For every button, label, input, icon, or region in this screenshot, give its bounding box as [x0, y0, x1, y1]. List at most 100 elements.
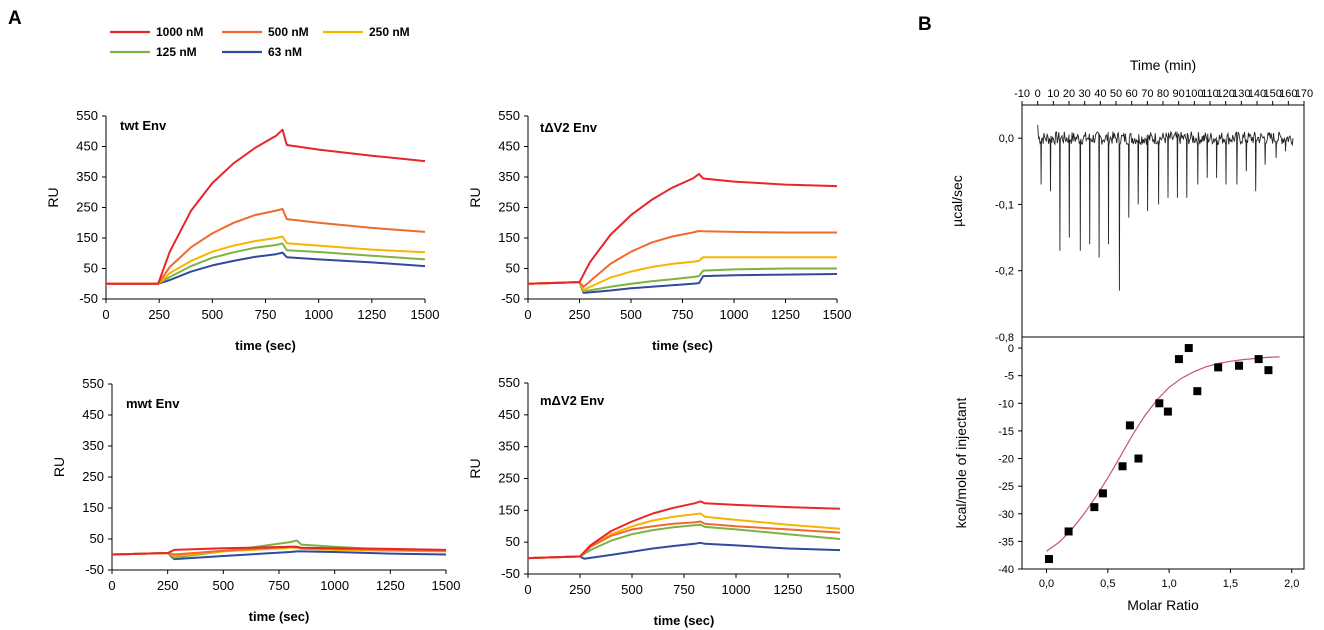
series-line-1000-nm [111, 545, 447, 556]
y-tick-label: 150 [82, 500, 104, 515]
y-tick-label: -0,1 [995, 199, 1014, 211]
plot-title: tΔV2 Env [540, 120, 598, 135]
y-tick-label: 450 [498, 407, 520, 422]
y-tick-label: 350 [76, 169, 98, 184]
x-tick-label: 90 [1173, 88, 1185, 100]
x-tick-label: 750 [672, 307, 694, 322]
plot-twt-env: -50 50 150 250 350 450 550 0 250 500 750 1000 1250 15… [45, 108, 439, 353]
data-point [1174, 355, 1183, 364]
data-point [1134, 454, 1143, 463]
data-point [1118, 462, 1127, 471]
legend-label: 250 nM [369, 25, 410, 39]
x-tick-label: 0,0 [1039, 578, 1054, 590]
legend-label: 500 nM [268, 25, 309, 39]
y-tick-label: -10 [998, 398, 1014, 410]
x-tick-label: 0,5 [1100, 578, 1115, 590]
x-tick-label: 140 [1248, 88, 1266, 100]
x-tick-label: 500 [212, 578, 234, 593]
itc-fit-frame [1021, 336, 1305, 570]
x-tick-label: 0 [524, 582, 531, 597]
x-tick-label: 250 [157, 578, 179, 593]
y-tick-label: 450 [76, 139, 98, 154]
x-tick-label: 150 [1263, 88, 1281, 100]
data-point [1090, 503, 1099, 512]
plot-mwt-env: -50 50 150 250 350 450 550 0 250 500 750 1000 1250 15… [51, 376, 460, 624]
x-tick-label: 0 [108, 578, 115, 593]
plot-title: mwt Env [126, 396, 180, 411]
x-tick-label: 110 [1201, 88, 1219, 100]
data-point [1044, 555, 1053, 564]
y-tick-label: 450 [82, 407, 104, 422]
x-tick-label: 2,0 [1284, 578, 1299, 590]
x-axis-title: time (sec) [652, 338, 713, 353]
x-axis-title: time (sec) [249, 609, 310, 624]
x-tick-label: 1250 [376, 578, 405, 593]
y-tick-label: -5 [1004, 371, 1014, 383]
y-tick-label: 350 [498, 439, 520, 454]
x-tick-label: 1250 [771, 307, 800, 322]
y-tick-label: 250 [498, 200, 520, 215]
y-tick-label: 50 [90, 531, 104, 546]
legend-label: 1000 nM [156, 25, 203, 39]
x-tick-label: 80 [1157, 88, 1169, 100]
x-tick-label: 40 [1094, 88, 1106, 100]
y-tick-label: 50 [506, 261, 520, 276]
x-tick-label: 500 [620, 307, 642, 322]
x-tick-label: 60 [1126, 88, 1138, 100]
legend-label: 63 nM [268, 45, 302, 59]
y-tick-label: -50 [79, 291, 98, 306]
series-line-250-nm [106, 235, 426, 285]
plot-title: twt Env [120, 118, 167, 133]
x-tick-label: 170 [1295, 88, 1313, 100]
series-line-250-nm [527, 512, 841, 560]
data-point [1098, 489, 1107, 498]
x-tick-label: 120 [1216, 88, 1234, 100]
y-tick-label: 350 [498, 169, 520, 184]
y-tick-label: -50 [501, 291, 520, 306]
x-axis-title: time (sec) [654, 613, 715, 628]
x-tick-label: 1500 [826, 582, 855, 597]
y-tick-label: 50 [506, 534, 520, 549]
data-point [1214, 363, 1223, 372]
data-point [1264, 366, 1273, 375]
top-tick-label: -0,8 [995, 332, 1014, 344]
y-tick-label: 0,0 [999, 133, 1014, 145]
y-tick-label: -35 [998, 536, 1014, 548]
x-axis-title: Molar Ratio [1127, 597, 1199, 613]
x-tick-label: 1250 [357, 307, 386, 322]
y-tick-label: -50 [501, 566, 520, 581]
x-tick-label: 1000 [722, 582, 751, 597]
series-line-63-nm [527, 273, 838, 294]
x-tick-label: 1000 [304, 307, 333, 322]
data-point [1193, 387, 1202, 396]
x-tick-label: 10 [1047, 88, 1059, 100]
y-axis-title: kcal/mole of injectant [953, 398, 969, 529]
x-tick-label: 1000 [720, 307, 749, 322]
y-tick-label: 250 [82, 469, 104, 484]
y-axis-title: RU [51, 457, 67, 477]
series-line-1000-nm [527, 500, 841, 560]
y-tick-label: -40 [998, 564, 1014, 576]
series-line-125-nm [106, 242, 426, 285]
data-point [1235, 361, 1244, 370]
y-tick-label: -50 [85, 562, 104, 577]
fit-curve [1046, 356, 1280, 552]
legend: 1000 nM 500 nM 250 nM 125 nM 63 nM [110, 25, 410, 59]
plot-title: mΔV2 Env [540, 393, 605, 408]
y-tick-label: 0 [1008, 343, 1014, 355]
plot-mdv2-env: -50 50 150 250 350 450 550 0 250 500 750 1000 1250 15… [467, 375, 854, 628]
y-axis-title: RU [467, 458, 483, 478]
panel-label-a: A [8, 8, 22, 29]
x-tick-label: 50 [1110, 88, 1122, 100]
panel-label-b: B [918, 14, 932, 35]
y-tick-label: 550 [498, 108, 520, 123]
y-tick-label: -20 [998, 454, 1014, 466]
y-tick-label: 50 [84, 261, 98, 276]
x-tick-label: 750 [673, 582, 695, 597]
series-line-500-nm [106, 208, 426, 285]
series-line-63-nm [106, 251, 426, 285]
data-point [1184, 344, 1193, 353]
y-tick-label: -25 [998, 481, 1014, 493]
itc-raw-frame [1021, 104, 1305, 338]
